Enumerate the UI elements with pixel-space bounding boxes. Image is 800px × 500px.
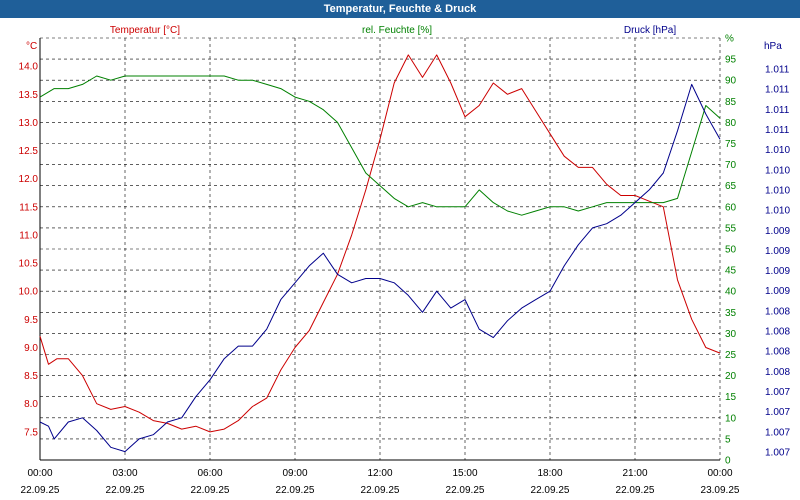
humidity-tick-label: 40 <box>725 287 737 298</box>
pressure-line <box>39 83 721 453</box>
temperature-tick-label: 12.5 <box>19 146 39 157</box>
temperature-unit-label: °C <box>26 41 37 52</box>
humidity-tick-label: 75 <box>725 139 737 150</box>
temperature-axis: 7.5 8.0 8.5 9.0 9.5 10.0 10.5 11.0 11.5 12.0 12.5 1… <box>19 62 39 439</box>
humidity-tick-label: 80 <box>725 118 737 129</box>
humidity-tick-label: % <box>725 34 734 45</box>
humidity-tick-label: 65 <box>725 181 737 192</box>
pressure-tick-label: 1.007 <box>765 448 790 459</box>
x-tick-date: 22.09.25 <box>446 485 485 496</box>
pressure-tick-label: 1.011 <box>765 85 790 96</box>
temperature-tick-label: 10.5 <box>19 259 39 270</box>
temperature-tick-label: 14.0 <box>19 62 39 73</box>
x-tick-date: 22.09.25 <box>276 485 315 496</box>
x-tick-date: 22.09.25 <box>21 485 60 496</box>
x-tick-time: 18:00 <box>537 468 562 479</box>
temperature-tick-label: 9.0 <box>24 343 38 354</box>
pressure-axis: 1.007 1.007 1.007 1.007 1.008 1.008 1.008 1.008… <box>765 65 790 459</box>
humidity-tick-label: 90 <box>725 76 737 87</box>
pressure-tick-label: 1.010 <box>765 185 790 196</box>
x-tick-time: 15:00 <box>452 468 477 479</box>
humidity-tick-label: 55 <box>725 223 737 234</box>
pressure-tick-label: 1.008 <box>765 327 790 338</box>
grid <box>39 37 721 461</box>
x-tick-date: 22.09.25 <box>106 485 145 496</box>
x-tick-date: 23.09.25 <box>701 485 740 496</box>
humidity-line <box>39 75 721 216</box>
pressure-tick-label: 1.010 <box>765 206 790 217</box>
temperature-tick-label: 11.5 <box>19 202 38 213</box>
series-lines <box>39 54 721 453</box>
humidity-tick-label: 45 <box>725 266 737 277</box>
humidity-tick-label: 0 <box>725 456 731 467</box>
pressure-tick-label: 1.007 <box>765 427 790 438</box>
humidity-legend: rel. Feuchte [%] <box>362 25 432 36</box>
humidity-tick-label: 10 <box>725 413 737 424</box>
temperature-tick-label: 13.5 <box>19 90 39 101</box>
humidity-tick-label: 5 <box>725 434 731 445</box>
humidity-tick-label: 25 <box>725 350 737 361</box>
humidity-tick-label: 85 <box>725 97 737 108</box>
pressure-tick-label: 1.008 <box>765 306 790 317</box>
time-axis: 00:00 22.09.25 03:00 22.09.25 06:00 22.09.25 0… <box>21 468 740 496</box>
x-tick-date: 22.09.25 <box>191 485 230 496</box>
humidity-tick-label: 35 <box>725 308 737 319</box>
humidity-tick-label: 60 <box>725 202 737 213</box>
humidity-tick-label: 95 <box>725 55 737 66</box>
pressure-tick-label: 1.010 <box>765 165 790 176</box>
temperature-tick-label: 10.0 <box>19 287 39 298</box>
pressure-tick-label: 1.007 <box>765 407 790 418</box>
x-tick-time: 06:00 <box>197 468 222 479</box>
temperature-legend: Temperatur [°C] <box>110 25 180 36</box>
pressure-tick-label: 1.011 <box>765 125 790 136</box>
humidity-tick-label: 20 <box>725 371 737 382</box>
pressure-tick-label: 1.009 <box>765 246 790 257</box>
humidity-tick-label: 15 <box>725 392 737 403</box>
humidity-axis: 0 5 10 15 20 25 30 35 40 45 50 55 60 65 70 75 80 85 90 95% <box>725 34 737 467</box>
temperature-tick-label: 7.5 <box>24 427 38 438</box>
x-tick-time: 00:00 <box>27 468 52 479</box>
humidity-tick-label: 50 <box>725 245 737 256</box>
chart-title: Temperatur, Feuchte & Druck <box>0 0 800 18</box>
pressure-tick-label: 1.010 <box>765 145 790 156</box>
temperature-tick-label: 12.0 <box>19 174 39 185</box>
x-tick-date: 22.09.25 <box>531 485 570 496</box>
temperature-tick-label: 13.0 <box>19 118 39 129</box>
humidity-tick-label: 30 <box>725 329 737 340</box>
pressure-tick-label: 1.011 <box>765 65 790 76</box>
pressure-tick-label: 1.009 <box>765 266 790 277</box>
x-tick-time: 21:00 <box>622 468 647 479</box>
pressure-tick-label: 1.009 <box>765 226 790 237</box>
x-tick-time: 09:00 <box>282 468 307 479</box>
humidity-tick-label: 70 <box>725 160 737 171</box>
pressure-tick-label: 1.011 <box>765 105 790 116</box>
pressure-tick-label: 1.008 <box>765 347 790 358</box>
temperature-line <box>39 54 721 433</box>
pressure-tick-label: 1.009 <box>765 286 790 297</box>
pressure-legend: Druck [hPa] <box>624 25 676 36</box>
temperature-tick-label: 8.0 <box>24 399 38 410</box>
x-tick-time: 03:00 <box>112 468 137 479</box>
x-tick-date: 22.09.25 <box>616 485 655 496</box>
pressure-tick-label: 1.007 <box>765 387 790 398</box>
x-tick-time: 12:00 <box>367 468 392 479</box>
pressure-tick-label: 1.008 <box>765 367 790 378</box>
temperature-tick-label: 8.5 <box>24 371 38 382</box>
temperature-tick-label: 9.5 <box>24 315 38 326</box>
x-tick-time: 00:00 <box>707 468 732 479</box>
x-tick-date: 22.09.25 <box>361 485 400 496</box>
temperature-tick-label: 11.0 <box>19 230 38 241</box>
pressure-unit-label: hPa <box>764 41 782 52</box>
